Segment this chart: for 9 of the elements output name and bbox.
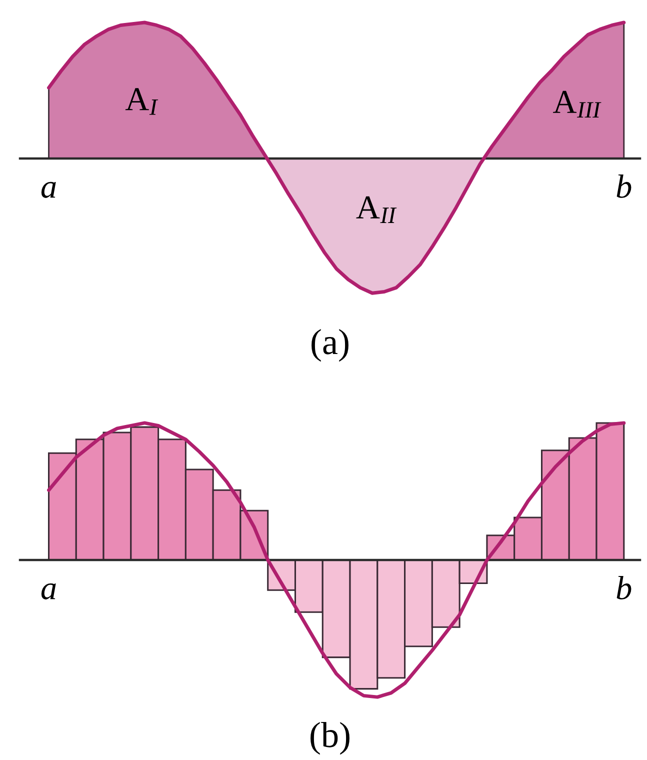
annotation: A$_{I}$	[125, 88, 158, 115]
annotation: A$_{III}$	[553, 90, 602, 118]
x-tick-label: b	[616, 576, 632, 600]
x-tick-label: a	[41, 182, 56, 198]
annotation: A$_{II}$	[356, 196, 397, 223]
text: (b)	[310, 722, 350, 755]
x-tick-label: a	[41, 583, 56, 600]
text: (a)	[312, 328, 348, 362]
x-tick-label: b	[616, 174, 632, 198]
